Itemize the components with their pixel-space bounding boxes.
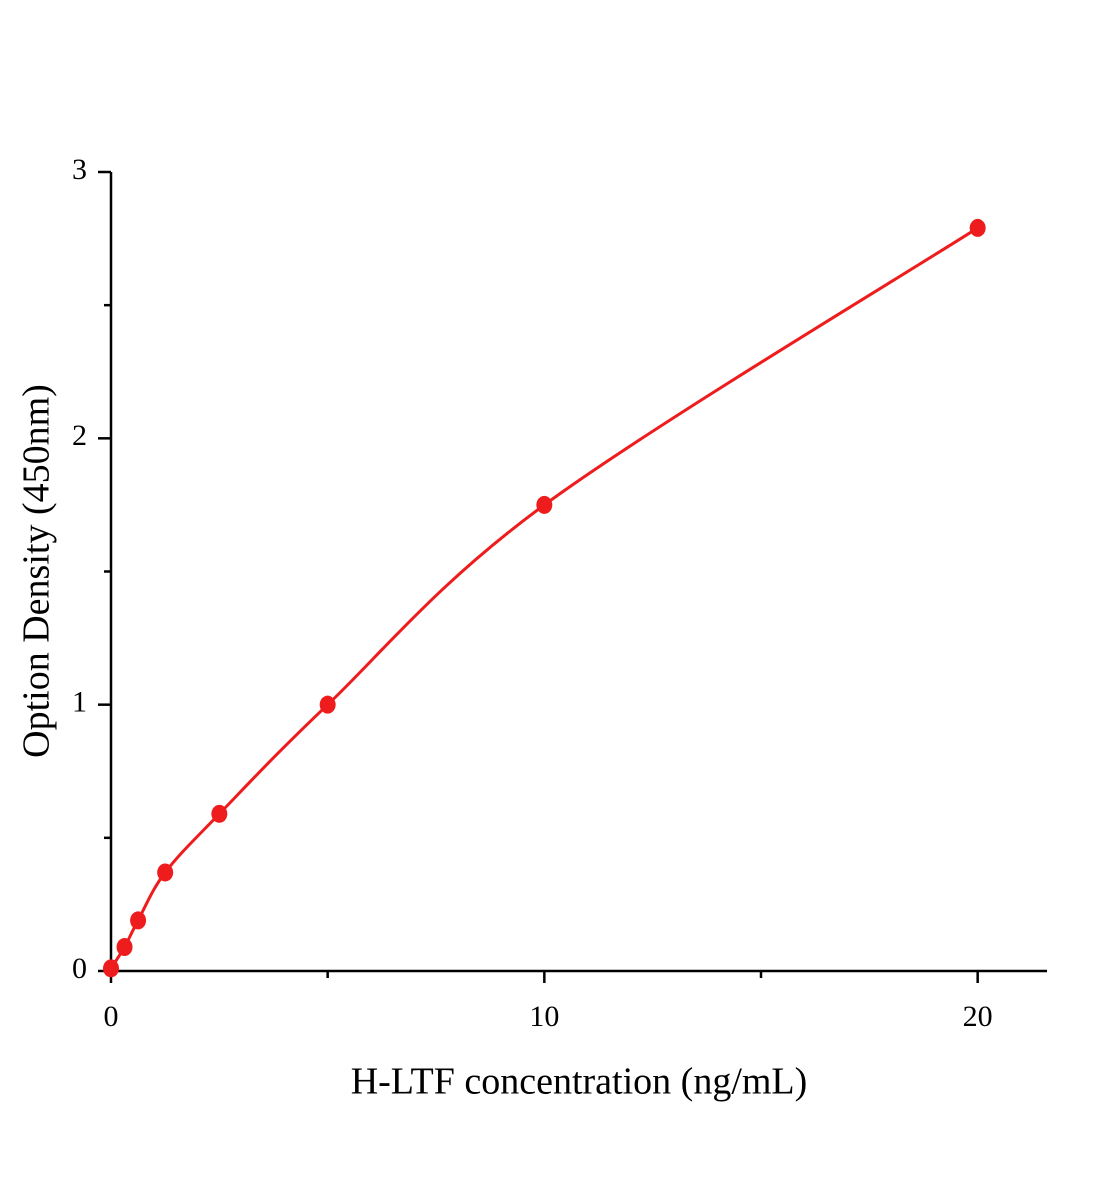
data-point — [157, 863, 174, 882]
y-tick-label: 0 — [72, 952, 87, 985]
y-tick-label: 1 — [72, 686, 87, 719]
data-point — [969, 218, 986, 237]
data-point — [536, 495, 553, 514]
y-tick-label: 2 — [72, 419, 87, 452]
y-tick-label: 3 — [72, 153, 87, 186]
data-point — [211, 804, 228, 823]
data-point — [103, 959, 119, 978]
x-tick-label: 0 — [104, 1000, 119, 1033]
data-point — [319, 695, 336, 714]
y-axis-title: Option Density (450nm) — [16, 384, 58, 758]
x-axis-title: H-LTF concentration (ng/mL) — [351, 1061, 808, 1103]
data-point — [130, 911, 147, 930]
x-tick-label: 20 — [963, 1000, 993, 1033]
fit-curve — [109, 226, 979, 970]
data-point — [116, 938, 133, 957]
x-tick-label: 10 — [529, 1000, 559, 1033]
